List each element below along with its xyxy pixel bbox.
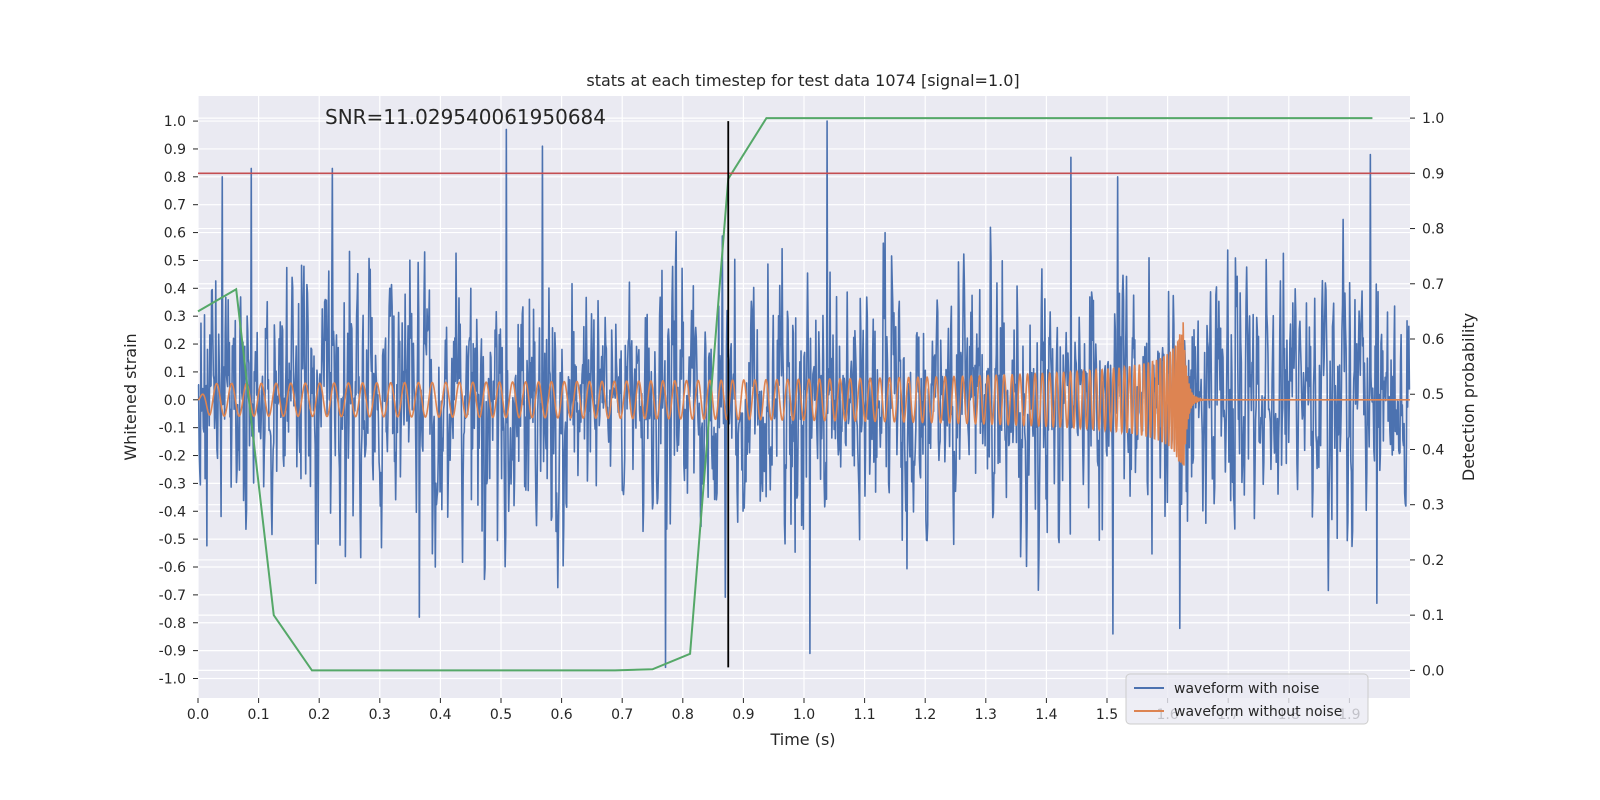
- y-left-tick-label: -0.7: [159, 588, 186, 604]
- x-tick-label: 0.2: [308, 707, 330, 723]
- line-detection-probability: [197, 117, 1373, 672]
- y-left-tick-label: -0.8: [159, 616, 186, 632]
- y-right-tick-label: 0.7: [1422, 277, 1444, 293]
- y-left-tick-label: -0.9: [159, 644, 186, 660]
- y-right-tick-label: 0.5: [1422, 387, 1444, 403]
- y-right-tick-label: 0.8: [1422, 222, 1444, 238]
- x-tick-label: 0.9: [732, 707, 754, 723]
- y-left-tick-label: 0.8: [164, 170, 186, 186]
- y-right-axis-label: Detection probability: [1459, 313, 1478, 481]
- y-left-axis-label: Whitened strain: [121, 333, 140, 460]
- x-tick-label: 0.3: [369, 707, 391, 723]
- y-left-tick-label: 1.0: [164, 114, 186, 130]
- snr-annotation: SNR=11.029540061950684: [325, 105, 606, 129]
- y-left-tick-label: 0.3: [164, 309, 186, 325]
- x-tick-label: 0.1: [247, 707, 269, 723]
- y-left-tick-label: 0.9: [164, 142, 186, 158]
- y-right-tick-label: 1.0: [1422, 111, 1444, 127]
- x-tick-label: 1.1: [853, 707, 875, 723]
- y-left-tick-label: -0.3: [159, 476, 186, 492]
- y-right-tick-label: 0.4: [1422, 442, 1444, 458]
- line-waveform-with-noise: [197, 120, 1411, 669]
- y-right-tick-label: 0.3: [1422, 498, 1444, 514]
- y-right-tick-label: 0.9: [1422, 166, 1444, 182]
- y-right-tick-label: 0.1: [1422, 608, 1444, 624]
- y-left-axis-ticks: 1.0 0.9 0.8 0.7 0.6 0.5 0.4 0.3 0.2 0.1 0.0 -0.1 -0.…: [159, 114, 198, 687]
- x-tick-label: 0.6: [550, 707, 572, 723]
- x-tick-label: 0.8: [672, 707, 694, 723]
- x-tick-label: 0.0: [187, 707, 209, 723]
- y-left-tick-label: 0.1: [164, 365, 186, 381]
- series-waveform-with-noise: [197, 120, 1411, 669]
- legend-label: waveform without noise: [1174, 704, 1342, 720]
- x-tick-label: 1.5: [1096, 707, 1118, 723]
- y-left-tick-label: -0.6: [159, 560, 186, 576]
- y-right-axis-ticks: 1.0 0.9 0.8 0.7 0.6 0.5 0.4 0.3 0.2 0.1 0.0: [1410, 111, 1444, 679]
- series-detection-probability: [197, 117, 1373, 672]
- y-left-tick-label: -1.0: [159, 671, 186, 687]
- y-left-tick-label: 0.5: [164, 253, 186, 269]
- y-left-tick-label: 0.6: [164, 226, 186, 242]
- overlay-lines: [198, 121, 1410, 668]
- y-right-tick-label: 0.2: [1422, 553, 1444, 569]
- x-axis-label: Time (s): [769, 730, 835, 749]
- x-tick-label: 1.4: [1035, 707, 1057, 723]
- y-right-tick-label: 0.0: [1422, 663, 1444, 679]
- y-left-tick-label: 0.2: [164, 337, 186, 353]
- x-tick-label: 1.3: [975, 707, 997, 723]
- y-left-tick-label: -0.2: [159, 449, 186, 465]
- legend: waveform with noise waveform without nois…: [1125, 673, 1369, 725]
- x-tick-label: 0.7: [611, 707, 633, 723]
- series-waveform-without-noise: [197, 322, 1410, 466]
- chart-title: stats at each timestep for test data 107…: [586, 71, 1019, 90]
- line-waveform-without-noise: [197, 322, 1410, 466]
- y-left-tick-label: 0.7: [164, 198, 186, 214]
- x-tick-label: 1.0: [793, 707, 815, 723]
- x-tick-label: 1.2: [914, 707, 936, 723]
- x-tick-label: 0.5: [490, 707, 512, 723]
- y-left-tick-label: -0.4: [159, 504, 186, 520]
- y-left-tick-label: 0.0: [164, 393, 186, 409]
- legend-box: [1125, 673, 1369, 725]
- x-tick-label: 0.4: [429, 707, 451, 723]
- y-left-tick-label: -0.5: [159, 532, 186, 548]
- y-right-tick-label: 0.6: [1422, 332, 1444, 348]
- y-left-tick-label: 0.4: [164, 281, 186, 297]
- legend-label: waveform with noise: [1174, 681, 1319, 697]
- y-left-tick-label: -0.1: [159, 421, 186, 437]
